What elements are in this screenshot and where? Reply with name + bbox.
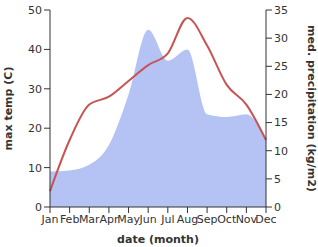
svg-text:May: May — [117, 213, 140, 226]
svg-text:Dec: Dec — [255, 213, 276, 226]
svg-text:date (month): date (month) — [117, 233, 199, 246]
svg-text:Sep: Sep — [197, 213, 218, 226]
svg-text:50: 50 — [28, 4, 42, 17]
svg-text:20: 20 — [28, 122, 42, 135]
svg-text:Nov: Nov — [236, 213, 258, 226]
svg-text:Jun: Jun — [139, 213, 157, 226]
svg-text:Jan: Jan — [41, 213, 59, 226]
svg-text:max temp (C): max temp (C) — [8, 67, 15, 151]
svg-text:30: 30 — [274, 32, 288, 45]
svg-text:30: 30 — [28, 83, 42, 96]
svg-text:20: 20 — [274, 88, 288, 101]
svg-text:10: 10 — [28, 162, 42, 175]
svg-text:Jul: Jul — [160, 213, 174, 226]
svg-text:0: 0 — [274, 201, 281, 214]
svg-text:15: 15 — [274, 116, 288, 129]
svg-text:med. precipitation (kg/m2): med. precipitation (kg/m2) — [305, 25, 310, 192]
svg-text:25: 25 — [274, 60, 288, 73]
svg-text:Aug: Aug — [177, 213, 198, 226]
svg-text:35: 35 — [274, 4, 288, 17]
svg-text:Feb: Feb — [60, 213, 79, 226]
svg-text:5: 5 — [274, 173, 281, 186]
svg-text:40: 40 — [28, 43, 42, 56]
svg-text:Oct: Oct — [217, 213, 237, 226]
svg-text:Mar: Mar — [79, 213, 100, 226]
svg-text:10: 10 — [274, 145, 288, 158]
svg-text:0: 0 — [35, 201, 42, 214]
svg-text:Apr: Apr — [99, 213, 119, 226]
